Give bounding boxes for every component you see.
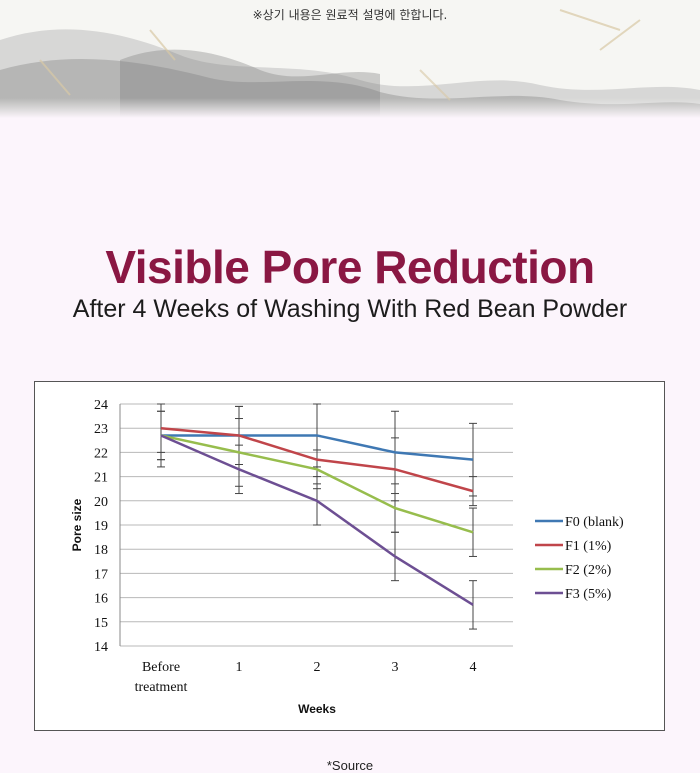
x-tick-label: 1 — [236, 660, 243, 675]
y-tick-label: 19 — [94, 519, 108, 534]
y-tick-label: 20 — [94, 495, 108, 510]
legend-label: F1 (1%) — [565, 539, 612, 554]
y-tick-label: 15 — [94, 616, 108, 631]
series-line — [160, 434, 474, 606]
page-subtitle: After 4 Weeks of Washing With Red Bean P… — [72, 295, 628, 323]
x-tick-label: 3 — [392, 660, 399, 675]
y-tick-label: 23 — [94, 422, 108, 437]
legend-label: F2 (2%) — [565, 563, 612, 578]
disclaimer-notice: ※상기 내용은 원료적 설명에 한합니다. — [252, 8, 448, 22]
y-tick-label: 22 — [94, 446, 108, 461]
y-tick-label: 16 — [94, 592, 108, 607]
source-note: *Source — [326, 758, 374, 773]
x-axis-title: Weeks — [298, 702, 336, 716]
y-axis-title: Pore size — [70, 498, 84, 551]
series-line — [160, 434, 474, 534]
y-tick-label: 24 — [94, 398, 108, 413]
series-line — [160, 426, 474, 493]
y-tick-label: 17 — [94, 567, 108, 582]
pore-size-chart: 14 15 16 17 18 19 20 21 22 23 24 Before treatment 1 2 3… — [34, 381, 665, 731]
legend-label: F0 (blank) — [565, 515, 624, 530]
legend-label: F3 (5%) — [565, 587, 612, 602]
x-tick-label: Before — [142, 660, 180, 675]
x-tick-label: treatment — [135, 680, 188, 695]
top-banner: ※상기 내용은 원료적 설명에 한합니다. — [0, 0, 700, 118]
y-tick-label: 14 — [94, 640, 108, 655]
ink-mountain-artwork — [0, 0, 700, 118]
y-tick-label: 18 — [94, 543, 108, 558]
x-tick-label: 2 — [314, 660, 321, 675]
x-tick-label: 4 — [470, 660, 477, 675]
page-title: Visible Pore Reduction — [105, 241, 595, 293]
series-line — [161, 434, 474, 461]
y-tick-label: 21 — [94, 471, 108, 486]
